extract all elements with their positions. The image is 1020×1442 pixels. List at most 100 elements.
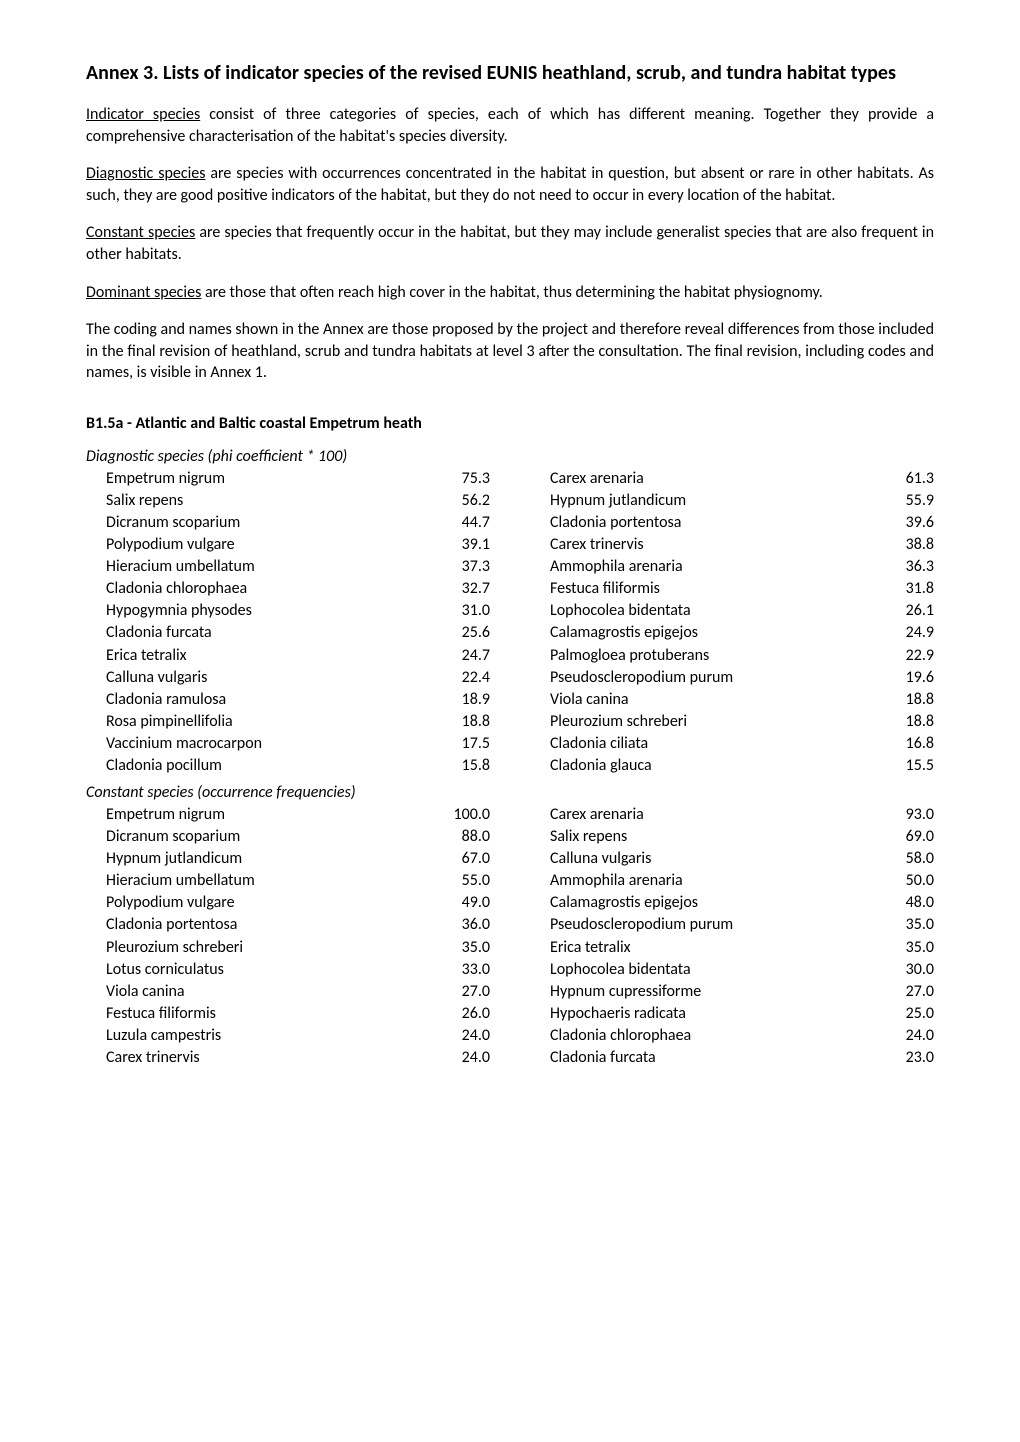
- species-row: Calamagrostis epigejos24.9: [530, 622, 934, 644]
- species-row: Carex trinervis38.8: [530, 534, 934, 556]
- species-value: 25.6: [436, 622, 490, 644]
- species-row: Salix repens69.0: [530, 826, 934, 848]
- species-name: Rosa pimpinellifolia: [106, 711, 436, 733]
- species-value: 24.9: [880, 622, 934, 644]
- species-row: Cladonia ciliata16.8: [530, 733, 934, 755]
- species-name: Pleurozium schreberi: [550, 711, 880, 733]
- species-row: Dicranum scoparium44.7: [86, 512, 490, 534]
- species-value: 48.0: [880, 892, 934, 914]
- species-name: Hypnum jutlandicum: [106, 848, 436, 870]
- species-value: 24.0: [880, 1025, 934, 1047]
- para-diagnostic-species: Diagnostic species are species with occu…: [86, 163, 934, 206]
- species-row: Dicranum scoparium88.0: [86, 826, 490, 848]
- species-value: 75.3: [436, 468, 490, 490]
- term-indicator-species: Indicator species: [86, 105, 200, 124]
- para-indicator-species-rest: consist of three categories of species, …: [86, 105, 934, 146]
- section-label: Diagnostic species (phi coefficient * 10…: [86, 447, 934, 466]
- species-name: Cladonia portentosa: [550, 512, 880, 534]
- species-value: 55.0: [436, 870, 490, 892]
- species-name: Calamagrostis epigejos: [550, 892, 880, 914]
- species-value: 55.9: [880, 490, 934, 512]
- species-column: Carex arenaria93.0Salix repens69.0Callun…: [530, 804, 934, 1069]
- species-value: 15.5: [880, 755, 934, 777]
- species-value: 35.0: [880, 914, 934, 936]
- species-row: Ammophila arenaria36.3: [530, 556, 934, 578]
- species-row: Ammophila arenaria50.0: [530, 870, 934, 892]
- species-name: Cladonia ramulosa: [106, 689, 436, 711]
- species-name: Ammophila arenaria: [550, 556, 880, 578]
- species-row: Carex trinervis24.0: [86, 1047, 490, 1069]
- species-value: 35.0: [436, 937, 490, 959]
- species-row: Polypodium vulgare49.0: [86, 892, 490, 914]
- species-row: Cladonia ramulosa18.9: [86, 689, 490, 711]
- species-row: Calluna vulgaris58.0: [530, 848, 934, 870]
- species-value: 23.0: [880, 1047, 934, 1069]
- species-name: Calamagrostis epigejos: [550, 622, 880, 644]
- species-columns: Empetrum nigrum75.3Salix repens56.2Dicra…: [86, 468, 934, 777]
- species-row: Hypnum cupressiforme27.0: [530, 981, 934, 1003]
- species-value: 25.0: [880, 1003, 934, 1025]
- species-value: 18.8: [436, 711, 490, 733]
- species-row: Cladonia pocillum15.8: [86, 755, 490, 777]
- species-value: 26.0: [436, 1003, 490, 1025]
- species-row: Rosa pimpinellifolia18.8: [86, 711, 490, 733]
- species-value: 16.8: [880, 733, 934, 755]
- species-name: Palmogloea protuberans: [550, 645, 880, 667]
- species-name: Hieracium umbellatum: [106, 556, 436, 578]
- species-value: 69.0: [880, 826, 934, 848]
- species-name: Lophocolea bidentata: [550, 959, 880, 981]
- species-value: 18.8: [880, 711, 934, 733]
- species-name: Pseudoscleropodium purum: [550, 914, 880, 936]
- para-dominant-species: Dominant species are those that often re…: [86, 282, 934, 304]
- species-value: 58.0: [880, 848, 934, 870]
- page-title: Annex 3. Lists of indicator species of t…: [86, 60, 934, 86]
- species-row: Lophocolea bidentata26.1: [530, 600, 934, 622]
- species-row: Cladonia chlorophaea32.7: [86, 578, 490, 600]
- species-name: Calluna vulgaris: [550, 848, 880, 870]
- species-sections: Diagnostic species (phi coefficient * 10…: [86, 447, 934, 1069]
- species-value: 22.4: [436, 667, 490, 689]
- species-row: Erica tetralix24.7: [86, 645, 490, 667]
- para-constant-species: Constant species are species that freque…: [86, 222, 934, 265]
- species-name: Cladonia furcata: [106, 622, 436, 644]
- species-name: Pseudoscleropodium purum: [550, 667, 880, 689]
- section-label: Constant species (occurrence frequencies…: [86, 783, 934, 802]
- species-value: 27.0: [436, 981, 490, 1003]
- species-name: Vaccinium macrocarpon: [106, 733, 436, 755]
- species-value: 26.1: [880, 600, 934, 622]
- species-row: Viola canina27.0: [86, 981, 490, 1003]
- species-row: Vaccinium macrocarpon17.5: [86, 733, 490, 755]
- species-name: Hieracium umbellatum: [106, 870, 436, 892]
- species-value: 15.8: [436, 755, 490, 777]
- species-row: Lophocolea bidentata30.0: [530, 959, 934, 981]
- species-name: Cladonia chlorophaea: [106, 578, 436, 600]
- species-name: Empetrum nigrum: [106, 468, 436, 490]
- species-name: Erica tetralix: [550, 937, 880, 959]
- species-row: Salix repens56.2: [86, 490, 490, 512]
- species-name: Polypodium vulgare: [106, 892, 436, 914]
- species-value: 36.0: [436, 914, 490, 936]
- species-name: Carex trinervis: [106, 1047, 436, 1069]
- species-row: Viola canina18.8: [530, 689, 934, 711]
- species-value: 67.0: [436, 848, 490, 870]
- species-value: 44.7: [436, 512, 490, 534]
- species-value: 24.0: [436, 1047, 490, 1069]
- species-name: Lotus corniculatus: [106, 959, 436, 981]
- species-name: Carex trinervis: [550, 534, 880, 556]
- term-dominant-species: Dominant species: [86, 283, 201, 302]
- term-diagnostic-species: Diagnostic species: [86, 164, 205, 183]
- species-row: Carex arenaria93.0: [530, 804, 934, 826]
- species-row: Erica tetralix35.0: [530, 937, 934, 959]
- species-value: 61.3: [880, 468, 934, 490]
- species-value: 88.0: [436, 826, 490, 848]
- species-row: Hieracium umbellatum37.3: [86, 556, 490, 578]
- species-row: Pleurozium schreberi18.8: [530, 711, 934, 733]
- species-name: Hypnum jutlandicum: [550, 490, 880, 512]
- species-value: 56.2: [436, 490, 490, 512]
- habitat-heading: B1.5a - Atlantic and Baltic coastal Empe…: [86, 414, 934, 433]
- species-value: 100.0: [436, 804, 490, 826]
- species-row: Cladonia glauca15.5: [530, 755, 934, 777]
- species-name: Lophocolea bidentata: [550, 600, 880, 622]
- species-name: Festuca filiformis: [550, 578, 880, 600]
- species-value: 27.0: [880, 981, 934, 1003]
